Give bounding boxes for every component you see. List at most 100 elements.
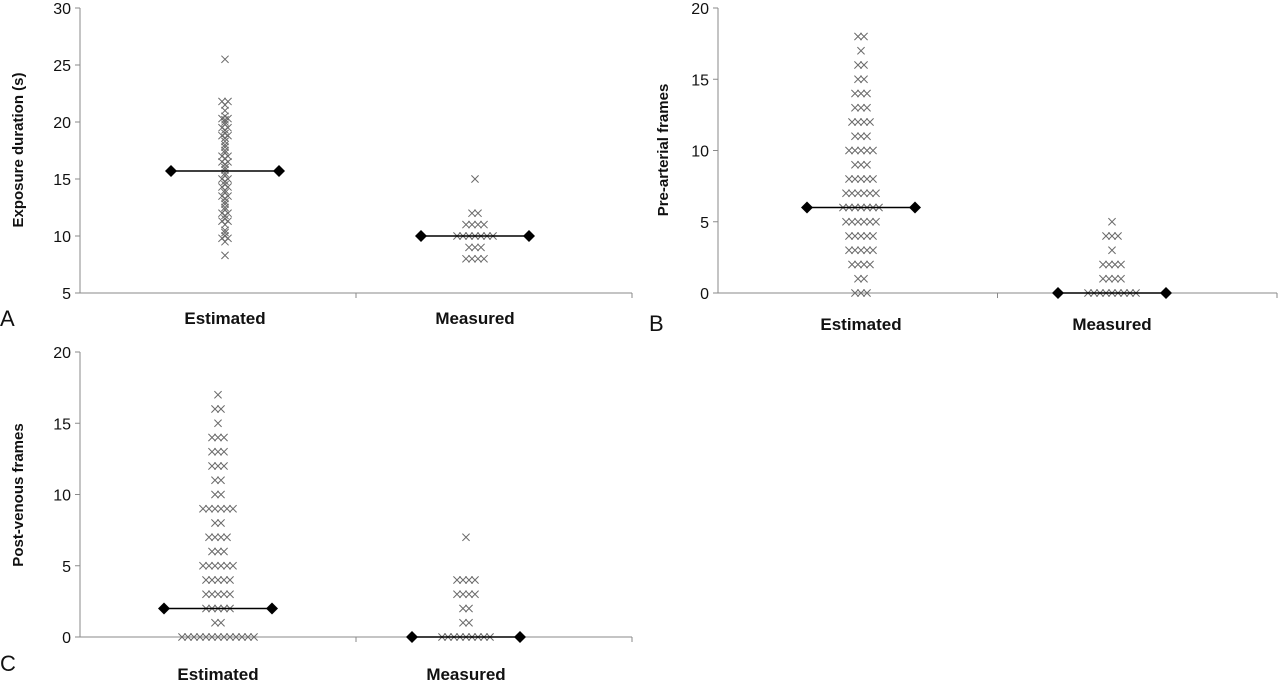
data-point <box>211 519 219 527</box>
data-point <box>221 126 229 134</box>
data-point <box>211 533 219 542</box>
data-point <box>220 576 228 584</box>
data-point <box>214 447 222 456</box>
data-point <box>196 633 204 641</box>
data-point <box>465 604 473 613</box>
data-point <box>465 576 473 584</box>
data-point <box>857 132 865 141</box>
data-point <box>221 134 229 142</box>
y-tick-label: 20 <box>53 345 71 362</box>
y-tick-label: 10 <box>53 229 71 246</box>
data-point <box>217 476 225 485</box>
data-point <box>872 189 880 198</box>
data-point <box>208 547 216 556</box>
data-point <box>205 561 213 570</box>
data-point <box>221 211 229 220</box>
x-category-label: Measured <box>435 309 514 328</box>
data-point <box>863 89 871 98</box>
data-point <box>471 576 479 584</box>
data-point <box>869 175 877 183</box>
y-tick-label: 0 <box>700 286 709 303</box>
data-point <box>218 217 226 226</box>
data-point <box>459 576 467 584</box>
data-point <box>214 547 222 556</box>
data-point <box>863 103 871 112</box>
data-point <box>851 132 859 141</box>
median-marker <box>273 165 285 178</box>
data-point <box>863 175 871 183</box>
data-point <box>211 561 219 570</box>
data-point <box>866 260 874 269</box>
data-point <box>214 419 222 428</box>
y-tick-label: 10 <box>691 144 709 161</box>
data-point <box>221 143 229 152</box>
data-point <box>1105 274 1113 283</box>
data-point <box>214 433 222 442</box>
data-point <box>221 251 229 260</box>
y-axis-label: Post-venous frames <box>10 423 27 566</box>
data-point <box>480 254 488 263</box>
panel-letter: B <box>649 311 664 336</box>
data-point <box>863 246 871 255</box>
median-marker <box>801 201 813 214</box>
data-point <box>848 189 856 198</box>
data-point <box>226 590 234 599</box>
data-point <box>465 243 473 252</box>
data-point <box>860 32 868 41</box>
data-point <box>465 590 473 599</box>
y-tick-label: 25 <box>53 58 71 75</box>
data-point <box>221 160 229 169</box>
data-point <box>220 433 228 442</box>
data-point <box>214 390 222 399</box>
data-point <box>214 576 222 584</box>
data-point <box>459 590 467 599</box>
y-axis-label: Pre-arterial frames <box>655 84 672 217</box>
data-point <box>217 504 225 513</box>
data-point <box>860 75 868 84</box>
data-point <box>208 633 216 641</box>
data-point <box>471 590 479 599</box>
data-point <box>854 32 862 41</box>
data-point <box>214 462 222 470</box>
data-point <box>854 75 862 84</box>
data-point <box>851 89 859 98</box>
data-point <box>218 183 226 191</box>
data-point <box>244 633 252 641</box>
x-category-label: Estimated <box>184 309 265 328</box>
data-point <box>857 46 865 55</box>
data-point <box>468 209 476 218</box>
data-point <box>851 175 859 183</box>
data-point <box>211 618 219 627</box>
data-point <box>211 476 219 485</box>
y-tick-label: 15 <box>53 416 71 433</box>
data-point <box>250 633 258 641</box>
data-point <box>851 146 859 155</box>
median-marker <box>909 201 921 214</box>
panel-letter: C <box>0 651 16 676</box>
data-point <box>462 533 470 542</box>
data-point <box>453 576 461 584</box>
data-point <box>453 590 461 599</box>
data-point <box>459 604 467 613</box>
data-point <box>221 177 229 186</box>
y-tick-label: 20 <box>53 115 71 132</box>
data-point <box>1117 274 1125 283</box>
data-point <box>860 189 868 198</box>
data-point <box>211 504 219 513</box>
median-marker <box>523 230 535 242</box>
data-point <box>221 203 229 212</box>
data-point <box>178 633 186 641</box>
data-point <box>845 232 853 240</box>
data-point <box>208 462 216 470</box>
data-point <box>863 146 871 155</box>
data-point <box>1111 260 1119 269</box>
data-point <box>474 209 482 218</box>
data-point <box>238 633 246 641</box>
data-point <box>1102 232 1110 240</box>
data-point <box>863 160 871 169</box>
data-point <box>863 132 871 141</box>
data-point <box>459 618 467 627</box>
data-point <box>1108 232 1116 240</box>
data-point <box>221 106 229 115</box>
data-point <box>190 633 198 641</box>
